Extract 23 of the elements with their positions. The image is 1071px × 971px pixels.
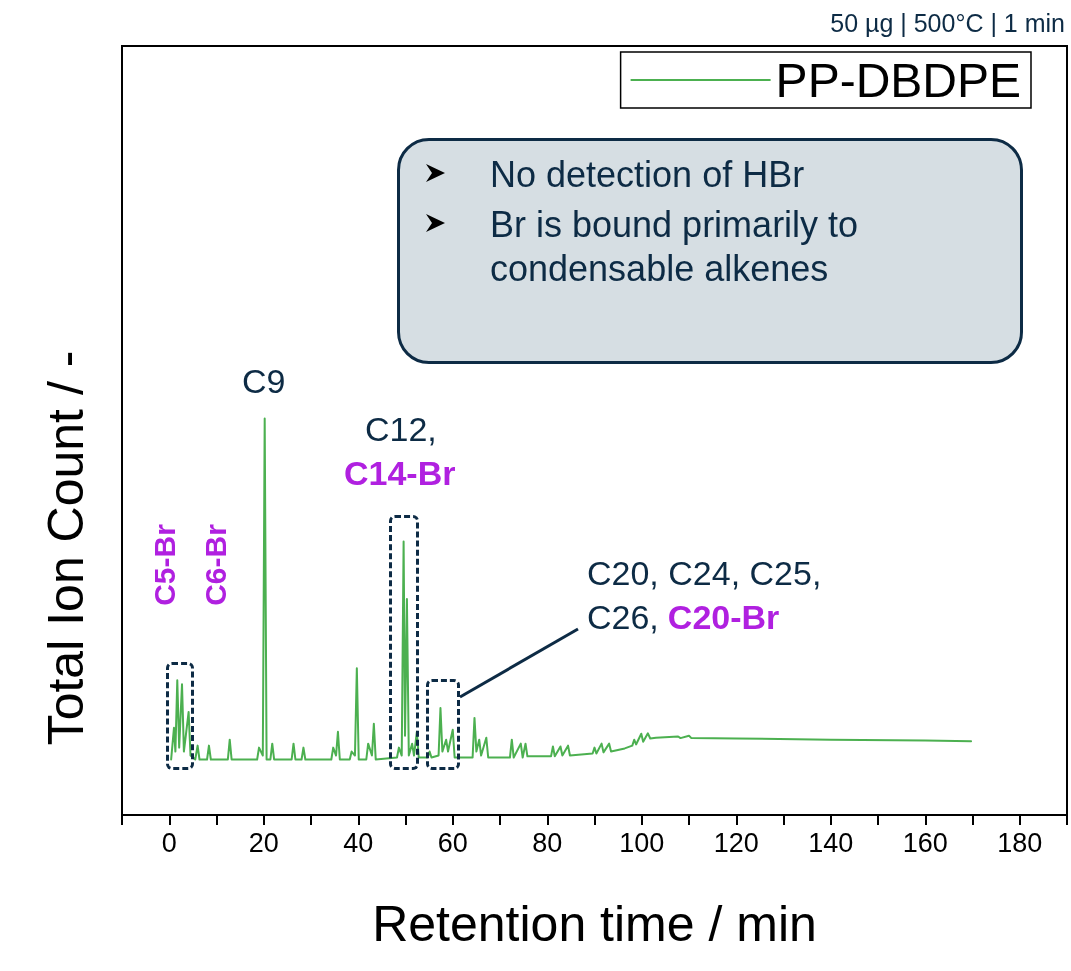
annotation: C26, <box>587 598 659 636</box>
x-tick-label: 20 <box>248 827 279 858</box>
x-tick-label: 120 <box>713 827 759 858</box>
text: C9 <box>242 362 286 401</box>
callout-box: No detection of HBr Br is bound primarily to condensable alkenes <box>397 138 1023 364</box>
x-tick-label: 60 <box>437 827 468 858</box>
x-tick-label: 140 <box>808 827 854 858</box>
legend-label: PP-DBDPE <box>775 53 1021 107</box>
x-tick-label: 40 <box>343 827 374 858</box>
x-tick-label: 80 <box>532 827 563 858</box>
annotation: C5-Br <box>148 524 182 606</box>
x-tick-label: 160 <box>902 827 948 858</box>
text: 50 µg | 500°C | 1 min <box>830 8 1065 38</box>
x-tick-label: 100 <box>619 827 665 858</box>
annotation: C12, <box>365 410 437 449</box>
x-axis-title: Retention time / min <box>372 896 817 952</box>
annotation: C20, C24, C25, <box>587 554 822 593</box>
annotation: C6-Br <box>199 524 233 606</box>
annotation: C14-Br <box>344 454 456 493</box>
x-tick-label: 0 <box>161 827 177 858</box>
y-axis-title: Total Ion Count / - <box>37 350 95 746</box>
annotation: C20-Br <box>667 598 780 636</box>
x-tick-label: 180 <box>997 827 1043 858</box>
